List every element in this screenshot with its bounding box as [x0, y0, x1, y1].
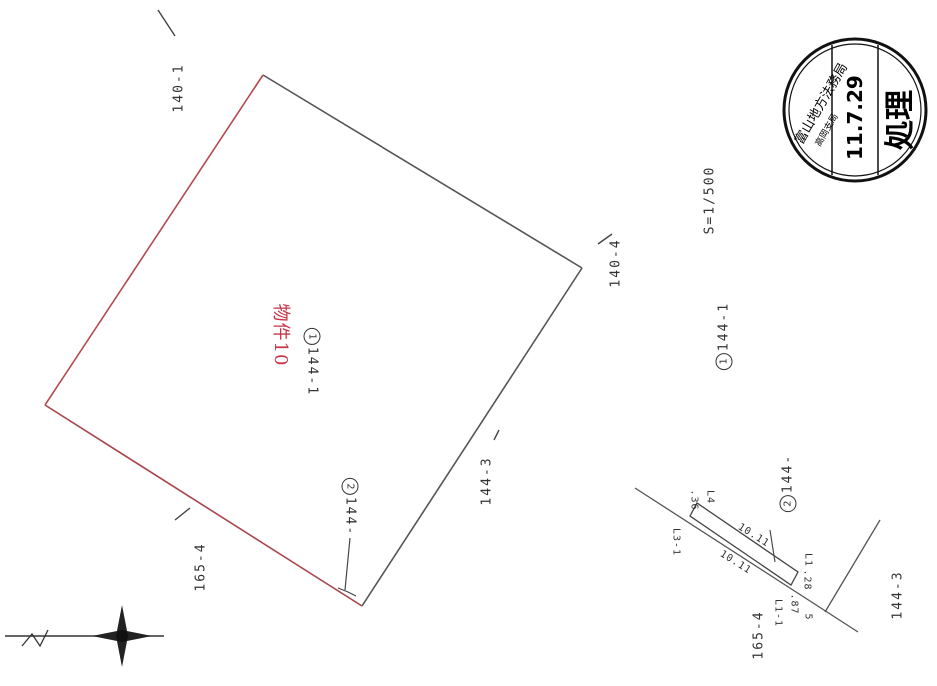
detail-road-line	[634, 487, 859, 633]
detail-l3-1: L3-1	[670, 527, 682, 557]
neighbor-left: 165-4	[193, 542, 209, 592]
detail-dim-28: .28	[801, 569, 813, 591]
registry-stamp: 富山地方法務局 高岡支局 11.7.29 処理	[782, 37, 928, 183]
right-parcel-number-circle: 1	[715, 353, 733, 371]
arrow-144	[337, 587, 357, 597]
main-parcel-label: 1144-1	[303, 327, 321, 397]
detail-neighbor-bottom: 144-3	[890, 570, 906, 620]
main-sub-parcel-lot: 144-	[342, 496, 358, 537]
neighbor-right-top: 140-4	[608, 238, 624, 288]
right-sub-parcel-label: 2144-	[779, 453, 797, 513]
right-sub-parcel-number-circle: 2	[779, 495, 797, 513]
detail-l1: L1	[802, 552, 814, 568]
neighbor-bottom: 144-3	[479, 456, 495, 506]
sub-parcel-number-circle: 2	[341, 477, 359, 495]
parcel-number-circle: 1	[303, 327, 321, 345]
right-parcel-label: 1144-1	[715, 301, 733, 371]
lot-edge-right	[361, 267, 583, 607]
main-sub-parcel-label: 2144-	[341, 477, 359, 537]
detail-dim-87: .87	[788, 593, 800, 615]
scale-label: S=1/500	[702, 165, 718, 235]
lot-edge-top	[262, 74, 583, 269]
main-parcel-lot: 144-1	[304, 346, 320, 397]
detail-l4: L4	[704, 489, 716, 505]
detail-dim-5: 5	[802, 613, 814, 621]
leader-144	[344, 537, 351, 591]
property-label: 物件10	[270, 303, 291, 367]
stamp-date: 11.7.29	[843, 75, 867, 160]
detail-l1-1: L1-1	[772, 598, 784, 628]
right-parcel-lot: 144-1	[716, 301, 732, 352]
detail-dim-36: .36	[688, 489, 700, 511]
north-arrow	[5, 605, 164, 667]
stamp-action: 処理	[883, 90, 918, 150]
lot-edge-bottom	[44, 404, 363, 607]
detail-strip	[689, 502, 799, 586]
lot-edge-left	[44, 74, 264, 406]
tick-165-4	[174, 507, 191, 521]
tick-140-4	[597, 233, 613, 245]
tick-144-3	[493, 429, 500, 441]
tick-top	[157, 9, 176, 37]
detail-boundary	[824, 519, 881, 613]
detail-leader	[769, 529, 776, 563]
right-sub-parcel-lot: 144-	[780, 453, 796, 494]
neighbor-top: 140-1	[171, 63, 187, 113]
detail-neighbor-left: 165-4	[751, 610, 767, 660]
